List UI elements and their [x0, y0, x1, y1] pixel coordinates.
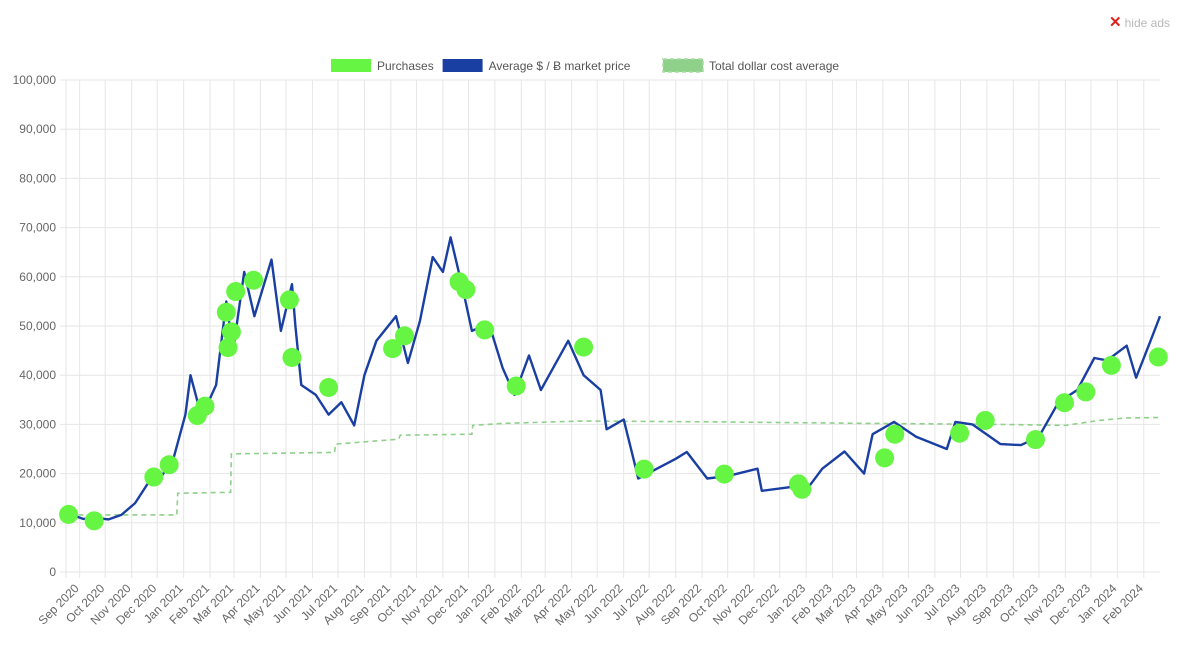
purchase-point	[1101, 355, 1121, 375]
purchase-point	[221, 322, 241, 342]
legend-swatch	[442, 59, 483, 72]
dca-line	[69, 416, 1161, 516]
y-tick-label: 20,000	[19, 467, 56, 481]
purchase-point	[634, 459, 654, 479]
purchase-point	[282, 347, 302, 367]
y-tick-label: 0	[49, 565, 56, 579]
y-axis: 0 10,000 20,000 30,000 40,000 50,000 60,000 70,…	[13, 73, 57, 579]
purchase-point	[218, 338, 238, 358]
purchase-point	[319, 378, 339, 397]
purchase-point	[1054, 393, 1074, 413]
y-tick-label: 10,000	[19, 516, 56, 530]
purchase-point	[885, 424, 905, 444]
hide-ads-label: hide ads	[1124, 16, 1170, 30]
y-tick-label: 30,000	[19, 417, 56, 431]
y-tick-label: 60,000	[19, 270, 56, 284]
chart-legend: Purchases Average $ / Ƀ market price Total…	[331, 58, 839, 73]
purchase-point	[159, 455, 179, 475]
purchase-point	[950, 423, 970, 443]
legend-swatch	[331, 59, 371, 72]
legend-label: Purchases	[377, 59, 434, 73]
purchase-point	[144, 467, 164, 487]
purchase-point	[226, 282, 246, 302]
chart-grid	[60, 79, 1160, 578]
purchase-point	[475, 320, 495, 340]
purchase-point	[216, 302, 236, 322]
chart-series	[59, 236, 1168, 531]
y-tick-label: 80,000	[19, 171, 56, 185]
purchase-point	[395, 326, 415, 346]
purchase-point	[456, 280, 476, 300]
purchase-point	[59, 504, 79, 524]
purchase-point	[574, 337, 594, 357]
hide-ads-button[interactable]: ✕ hide ads	[1109, 14, 1170, 31]
purchase-point	[792, 479, 812, 499]
purchase-point	[244, 270, 264, 290]
legend-label: Total dollar cost average	[709, 59, 839, 73]
y-tick-label: 70,000	[19, 221, 56, 235]
close-icon: ✕	[1109, 14, 1122, 31]
y-tick-label: 90,000	[19, 122, 56, 136]
purchase-point	[195, 396, 215, 416]
purchase-point	[1148, 347, 1168, 367]
purchase-point	[383, 339, 403, 359]
price-line	[68, 236, 1162, 521]
y-tick-label: 100,000	[13, 73, 57, 87]
y-tick-label: 40,000	[19, 368, 56, 382]
purchase-point	[506, 376, 526, 396]
y-tick-label: 50,000	[19, 319, 56, 333]
purchase-point	[975, 410, 995, 430]
purchase-point	[1026, 430, 1046, 450]
legend-label: Average $ / Ƀ market price	[489, 59, 631, 73]
purchase-point	[279, 290, 299, 310]
purchase-point	[714, 464, 734, 484]
purchase-point	[1076, 382, 1096, 402]
legend-swatch	[662, 58, 704, 73]
purchase-point	[875, 448, 895, 468]
purchase-point	[84, 511, 104, 531]
